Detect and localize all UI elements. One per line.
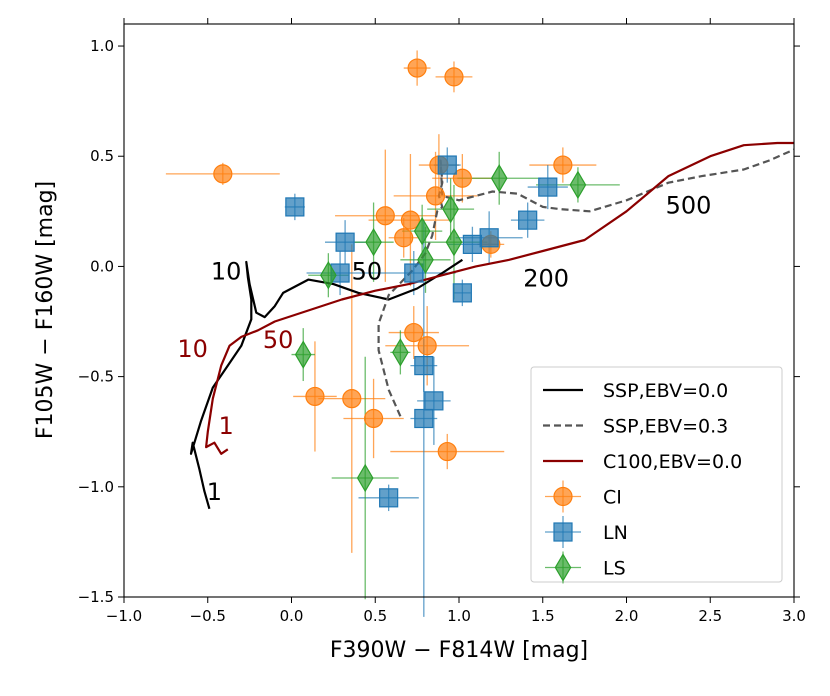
age-label: 1 bbox=[219, 412, 234, 440]
age-label: 50 bbox=[352, 258, 383, 286]
ls-point bbox=[413, 216, 431, 246]
axes: −1.0 −0.5 0.0 0.5 1.0 1.5 2.0 2.5 3.0−1.5−1.0−0.… bbox=[78, 18, 806, 625]
data-markers bbox=[213, 58, 587, 508]
ci-point bbox=[394, 228, 414, 248]
ci-point bbox=[404, 322, 424, 343]
x-tick-label: −0.5 bbox=[190, 607, 226, 625]
ci-point bbox=[400, 210, 421, 230]
ln-point bbox=[424, 391, 444, 411]
ln-point bbox=[414, 355, 434, 376]
ls-point bbox=[356, 463, 374, 493]
x-tick-label: 2.0 bbox=[615, 607, 639, 625]
age-label: 10 bbox=[177, 335, 208, 363]
ci-point bbox=[452, 168, 472, 188]
track-line bbox=[189, 258, 464, 510]
legend-label: LS bbox=[603, 558, 626, 580]
ls-point bbox=[392, 338, 409, 367]
ci-point bbox=[407, 58, 427, 78]
ls-point bbox=[294, 340, 312, 369]
ci-point bbox=[553, 155, 573, 175]
age-labels: 10 50 200 500 1 10 50 1 bbox=[177, 192, 711, 507]
ls-point bbox=[490, 164, 508, 193]
legend-label: SSP,EBV=0.3 bbox=[603, 416, 728, 438]
y-tick-label: −1.5 bbox=[78, 588, 114, 606]
ln-point bbox=[335, 232, 355, 252]
y-tick-label: −1.0 bbox=[78, 478, 114, 496]
ln-point bbox=[462, 234, 482, 254]
ls-point bbox=[569, 170, 587, 200]
ls-point bbox=[320, 261, 337, 290]
x-tick-label: 1.0 bbox=[447, 607, 471, 625]
legend-swatch-marker bbox=[553, 486, 573, 507]
ci-point bbox=[305, 386, 325, 407]
legend-swatch-marker bbox=[554, 553, 572, 582]
age-label: 10 bbox=[211, 258, 242, 286]
ci-point bbox=[375, 206, 395, 226]
ln-point bbox=[414, 408, 434, 429]
ln-point bbox=[379, 488, 399, 508]
x-tick-label: −1.0 bbox=[106, 607, 142, 625]
ci-point bbox=[425, 186, 446, 206]
track-line bbox=[205, 141, 794, 455]
ls-point bbox=[365, 227, 382, 257]
age-label: 1 bbox=[207, 478, 222, 506]
age-label: 200 bbox=[523, 264, 569, 292]
ln-point bbox=[452, 283, 472, 303]
ln-point bbox=[518, 210, 538, 230]
x-tick-label: 2.5 bbox=[698, 607, 722, 625]
ln-point bbox=[479, 228, 499, 248]
model-tracks bbox=[189, 141, 795, 510]
ci-point bbox=[213, 164, 233, 184]
age-label: 500 bbox=[666, 192, 712, 220]
ln-point bbox=[404, 263, 424, 283]
ln-point bbox=[538, 177, 558, 197]
x-tick-label: 1.5 bbox=[531, 607, 555, 625]
legend: SSP,EBV=0.0 SSP,EBV=0.3 C100,EBV=0.0 CI LN LS bbox=[530, 366, 783, 584]
ls-point bbox=[442, 194, 459, 224]
legend-swatch-marker bbox=[553, 522, 573, 542]
ln-point bbox=[437, 155, 457, 175]
x-axis-label: F390W − F814W [mag] bbox=[330, 638, 588, 663]
legend-box bbox=[530, 366, 783, 583]
legend-label: LN bbox=[603, 522, 628, 544]
y-tick-label: 0.5 bbox=[90, 147, 114, 165]
ln-point bbox=[285, 197, 305, 217]
ci-point bbox=[437, 441, 457, 462]
y-tick-label: 0.0 bbox=[90, 257, 114, 275]
legend-label: CI bbox=[603, 487, 622, 509]
ci-point bbox=[417, 336, 437, 356]
ci-point bbox=[444, 67, 464, 87]
y-axis-label: F105W − F160W [mag] bbox=[33, 181, 58, 439]
legend-label: SSP,EBV=0.0 bbox=[603, 380, 728, 402]
y-tick-label: −0.5 bbox=[78, 368, 114, 386]
age-label: 50 bbox=[263, 326, 294, 354]
legend-label: C100,EBV=0.0 bbox=[603, 451, 742, 473]
x-tick-label: 0.5 bbox=[363, 607, 387, 625]
ls-point bbox=[445, 227, 463, 257]
y-tick-label: 1.0 bbox=[90, 37, 114, 55]
ls-point bbox=[417, 245, 434, 275]
x-tick-label: 0.0 bbox=[280, 607, 304, 625]
x-tick-label: 3.0 bbox=[782, 607, 806, 625]
ci-point bbox=[342, 389, 362, 409]
ci-point bbox=[363, 408, 384, 429]
